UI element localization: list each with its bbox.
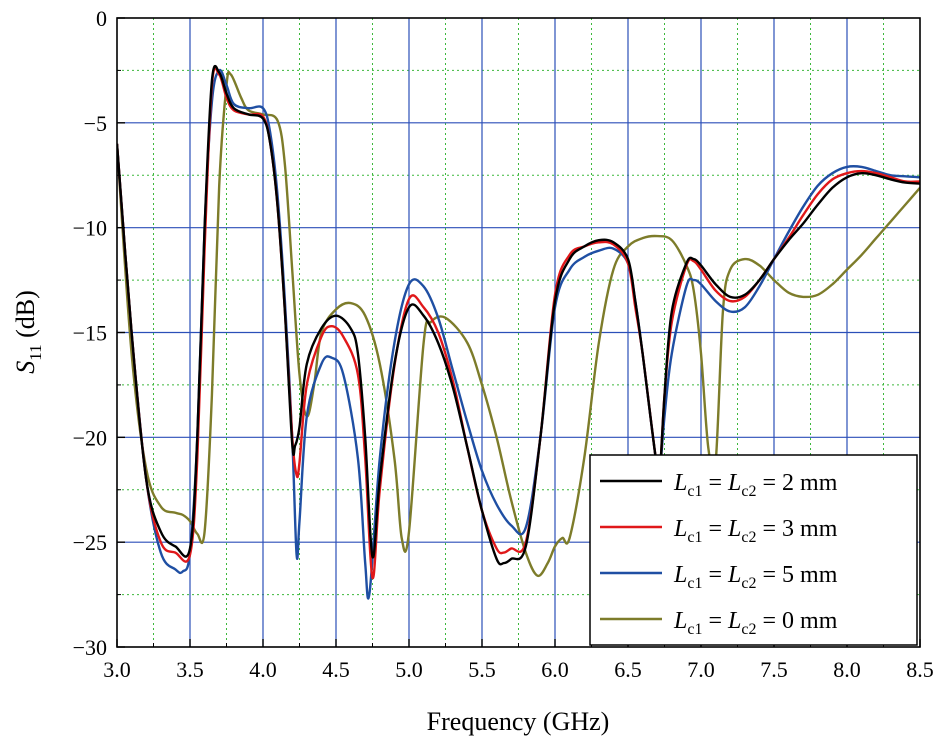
y-tick-label: −30 — [73, 635, 107, 660]
y-axis-label: S11 (dB) — [11, 290, 45, 374]
x-tick-label: 4.0 — [249, 657, 277, 682]
x-tick-label: 8.5 — [906, 657, 934, 682]
x-tick-label: 5.5 — [468, 657, 496, 682]
y-axis-symbol: S — [11, 361, 40, 374]
y-tick-label: −20 — [73, 425, 107, 450]
x-tick-label: 8.0 — [833, 657, 861, 682]
legend-label-4: Lc1 = Lc2 = 0 mm — [673, 608, 838, 638]
x-tick-label: 5.0 — [395, 657, 423, 682]
x-axis-label: Frequency (GHz) — [427, 707, 610, 736]
y-tick-label: −15 — [73, 321, 107, 346]
series-line-4 — [117, 70, 920, 578]
y-tick-label: −5 — [84, 111, 107, 136]
x-tick-label: 6.5 — [614, 657, 642, 682]
legend-label-3: Lc1 = Lc2 = 5 mm — [673, 562, 838, 592]
y-tick-label: −25 — [73, 530, 107, 555]
legend: Lc1 = Lc2 = 2 mm Lc1 = Lc2 = 3 mm Lc1 = Lc… — [589, 454, 918, 646]
legend-label-1: Lc1 = Lc2 = 2 mm — [673, 470, 838, 500]
x-tick-label: 4.5 — [322, 657, 350, 682]
axis-ticks: 3.0 3.5 4.0 4.5 5.0 5.5 6.0 6.5 7.0 7.5 8.0 8.5 0 −5 −… — [73, 6, 934, 682]
y-tick-label: 0 — [96, 6, 107, 31]
legend-box — [589, 454, 918, 646]
x-tick-label: 3.0 — [103, 657, 131, 682]
y-axis-subscript: 11 — [26, 344, 45, 360]
series-lines — [117, 65, 920, 600]
legend-label-2: Lc1 = Lc2 = 3 mm — [673, 516, 838, 546]
x-tick-label: 7.0 — [687, 657, 715, 682]
y-tick-label: −10 — [73, 216, 107, 241]
x-tick-label: 6.0 — [541, 657, 569, 682]
x-tick-label: 7.5 — [760, 657, 788, 682]
y-axis-unit: (dB) — [11, 290, 40, 344]
series-line-1 — [117, 65, 920, 566]
x-tick-label: 3.5 — [176, 657, 204, 682]
